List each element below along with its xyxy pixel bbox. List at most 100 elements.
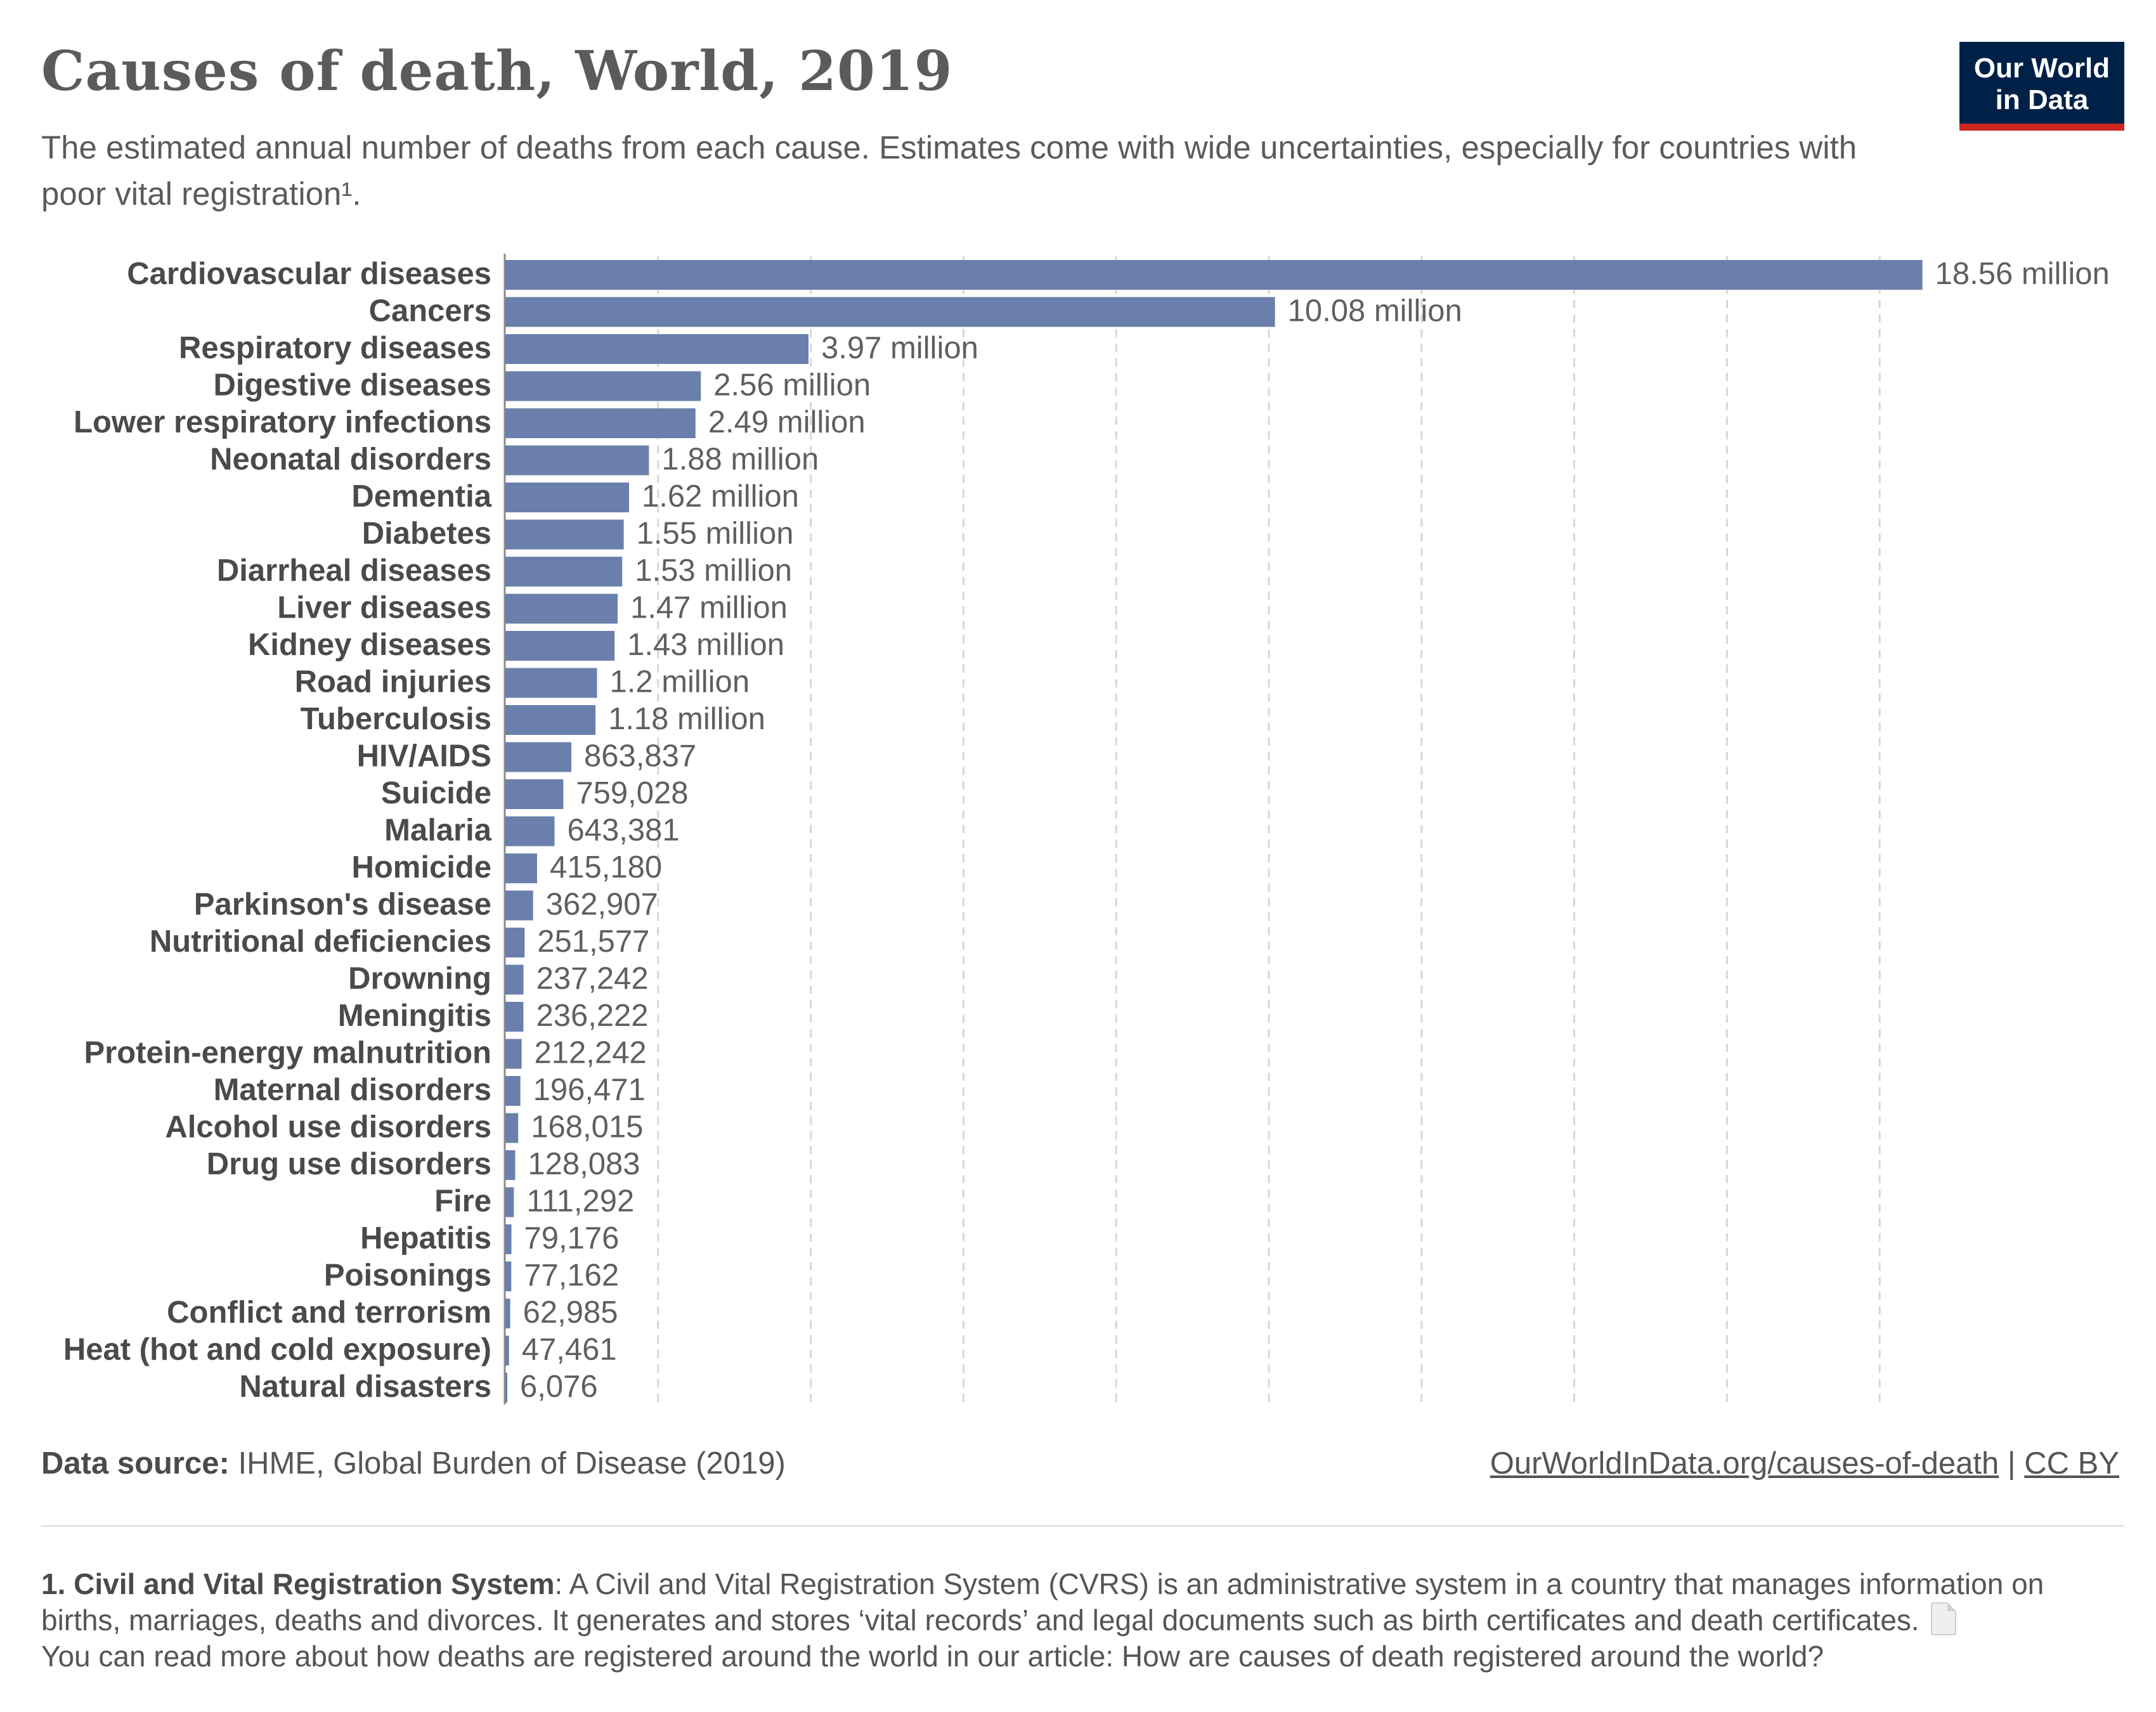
link-separator: | xyxy=(2007,1446,2016,1481)
data-source-label: Data source: xyxy=(41,1446,230,1481)
bar[interactable] xyxy=(505,1373,507,1403)
value-label: 863,837 xyxy=(584,739,696,774)
category-label: Neonatal disorders xyxy=(210,443,491,477)
bar[interactable] xyxy=(505,1113,519,1143)
category-labels: Cardiovascular diseasesCancersRespirator… xyxy=(63,257,492,1404)
category-label: Drowning xyxy=(348,962,491,996)
logo-line-1: Our World xyxy=(1973,53,2110,84)
bar[interactable] xyxy=(505,1261,512,1292)
bar[interactable] xyxy=(505,334,808,364)
category-label: Cardiovascular diseases xyxy=(127,257,491,291)
footer-links: OurWorldInData.org/causes-of-death | CC … xyxy=(1490,1446,2119,1481)
value-labels: 18.56 million 10.08 million 3.97 million 2.… xyxy=(520,257,2110,1404)
value-label: 1.47 million xyxy=(630,591,788,625)
category-label: Cancers xyxy=(369,294,491,328)
value-label: 168,015 xyxy=(531,1110,643,1145)
bar[interactable] xyxy=(505,1150,516,1180)
document-icon[interactable] xyxy=(1930,1602,1956,1635)
license-link[interactable]: CC BY xyxy=(2024,1446,2119,1481)
bar[interactable] xyxy=(505,853,537,883)
value-label: 643,381 xyxy=(567,814,679,848)
bar[interactable] xyxy=(505,1299,510,1328)
category-label: Maternal disorders xyxy=(214,1073,491,1107)
footer-divider xyxy=(41,1525,2124,1527)
value-label: 196,471 xyxy=(533,1073,646,1107)
value-label: 47,461 xyxy=(522,1333,617,1367)
bar[interactable] xyxy=(505,631,615,661)
grid-lines xyxy=(503,254,1881,1404)
value-label: 237,242 xyxy=(536,962,649,996)
chart-subtitle: The estimated annual number of deaths fr… xyxy=(41,129,1857,212)
bar[interactable] xyxy=(505,445,649,476)
bar[interactable] xyxy=(505,742,572,772)
value-label: 1.88 million xyxy=(661,443,819,477)
category-label: Road injuries xyxy=(295,665,491,699)
category-label: Respiratory diseases xyxy=(179,331,491,365)
logo-line-2: in Data xyxy=(1995,84,2089,115)
value-label: 1.55 million xyxy=(637,517,794,551)
category-label: Protein-energy malnutrition xyxy=(84,1036,491,1070)
category-label: Fire xyxy=(434,1184,491,1219)
value-label: 18.56 million xyxy=(1935,257,2110,291)
value-label: 3.97 million xyxy=(821,331,978,365)
page-title: Causes of death, World, 2019 xyxy=(41,39,953,103)
bar[interactable] xyxy=(505,1002,524,1032)
value-label: 1.62 million xyxy=(642,479,799,514)
bar[interactable] xyxy=(505,371,701,401)
bar[interactable] xyxy=(505,408,696,438)
bar[interactable] xyxy=(505,964,524,995)
bar[interactable] xyxy=(505,1076,521,1106)
value-label: 2.49 million xyxy=(708,405,866,439)
data-source: Data source: IHME, Global Burden of Dise… xyxy=(41,1446,786,1481)
category-label: Homicide xyxy=(351,850,491,885)
value-label: 212,242 xyxy=(535,1036,647,1070)
category-label: Digestive diseases xyxy=(213,368,491,403)
bar[interactable] xyxy=(505,593,618,624)
category-label: Kidney diseases xyxy=(248,628,491,662)
value-label: 759,028 xyxy=(576,776,688,810)
value-label: 1.18 million xyxy=(608,702,765,736)
bar-chart: Cardiovascular diseasesCancersRespirator… xyxy=(63,254,2110,1404)
value-label: 1.53 million xyxy=(635,554,792,588)
category-label: HIV/AIDS xyxy=(357,739,491,774)
category-label: Liver diseases xyxy=(277,591,491,625)
value-label: 128,083 xyxy=(528,1147,640,1181)
bar[interactable] xyxy=(505,779,564,809)
category-label: Suicide xyxy=(381,776,491,810)
category-label: Dementia xyxy=(351,479,491,514)
footnote-term: 1. Civil and Vital Registration System xyxy=(41,1567,555,1600)
bar[interactable] xyxy=(505,260,1923,290)
bar[interactable] xyxy=(505,519,624,550)
value-label: 111,292 xyxy=(526,1184,634,1219)
value-label: 236,222 xyxy=(536,999,648,1033)
bar[interactable] xyxy=(505,1187,514,1217)
owid-logo[interactable]: Our World in Data xyxy=(1959,42,2124,131)
category-label: Tuberculosis xyxy=(301,702,491,736)
category-label: Nutritional deficiencies xyxy=(150,924,491,959)
category-label: Diabetes xyxy=(362,517,491,551)
bar[interactable] xyxy=(505,928,525,957)
value-label: 251,577 xyxy=(537,924,649,959)
bar[interactable] xyxy=(505,816,555,846)
value-label: 362,907 xyxy=(546,888,658,922)
value-label: 62,985 xyxy=(523,1295,618,1330)
footnote-more[interactable]: You can read more about how deaths are r… xyxy=(41,1640,1824,1673)
bar[interactable] xyxy=(505,297,1275,327)
value-label: 6,076 xyxy=(520,1370,598,1404)
data-source-text: IHME, Global Burden of Disease (2019) xyxy=(238,1446,786,1481)
bar[interactable] xyxy=(505,668,597,698)
bar[interactable] xyxy=(505,483,630,512)
footnote-text: : A Civil and Vital Registration System … xyxy=(41,1567,2044,1637)
bar[interactable] xyxy=(505,890,533,921)
value-label: 10.08 million xyxy=(1288,294,1462,328)
bar[interactable] xyxy=(505,1039,522,1069)
bar[interactable] xyxy=(505,1224,512,1254)
category-label: Heat (hot and cold exposure) xyxy=(63,1333,491,1367)
category-label: Drug use disorders xyxy=(207,1147,491,1181)
category-label: Diarrheal diseases xyxy=(217,554,491,588)
value-label: 79,176 xyxy=(524,1221,620,1255)
bar[interactable] xyxy=(505,1335,509,1366)
bar[interactable] xyxy=(505,557,623,587)
source-url-link[interactable]: OurWorldInData.org/causes-of-death xyxy=(1490,1446,1999,1481)
bar[interactable] xyxy=(505,705,596,735)
